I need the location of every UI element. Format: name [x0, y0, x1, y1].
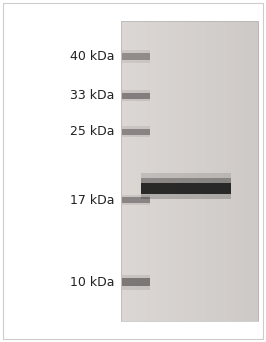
Bar	[155, 21, 158, 321]
Bar	[199, 21, 201, 321]
Text: 10 kDa: 10 kDa	[70, 276, 114, 289]
Bar	[122, 197, 150, 203]
Bar	[122, 203, 150, 205]
Bar	[238, 21, 240, 321]
Bar	[141, 173, 231, 183]
Bar	[208, 21, 211, 321]
Bar	[122, 135, 150, 137]
Bar	[141, 178, 231, 183]
Bar	[201, 21, 204, 321]
Text: 25 kDa: 25 kDa	[70, 125, 114, 138]
Bar	[122, 129, 150, 135]
Bar	[192, 21, 195, 321]
Bar	[183, 21, 185, 321]
Bar	[203, 21, 206, 321]
Bar	[171, 21, 174, 321]
Bar	[121, 21, 258, 321]
Bar	[235, 21, 238, 321]
Bar	[122, 126, 150, 129]
Bar	[151, 21, 153, 321]
Bar	[240, 21, 243, 321]
Bar	[253, 21, 256, 321]
Bar	[122, 275, 150, 278]
Bar	[122, 195, 150, 197]
Bar	[233, 21, 236, 321]
Bar	[247, 21, 250, 321]
Bar	[153, 21, 156, 321]
Bar	[122, 286, 150, 290]
Bar	[135, 21, 138, 321]
Bar	[128, 21, 131, 321]
Bar	[215, 21, 217, 321]
Bar	[141, 183, 231, 194]
Bar	[160, 21, 163, 321]
Bar	[130, 21, 133, 321]
Bar	[122, 50, 150, 53]
Bar	[122, 93, 150, 99]
Bar	[141, 194, 231, 199]
Bar	[122, 60, 150, 63]
Bar	[244, 21, 247, 321]
Bar	[123, 21, 126, 321]
Bar	[187, 21, 190, 321]
Bar	[137, 21, 140, 321]
Bar	[122, 278, 150, 286]
Bar	[249, 21, 252, 321]
Bar	[178, 21, 181, 321]
Bar	[139, 21, 142, 321]
Bar	[185, 21, 188, 321]
Bar	[146, 21, 149, 321]
Bar	[142, 21, 144, 321]
Bar	[222, 21, 224, 321]
Bar	[212, 21, 215, 321]
Bar	[180, 21, 183, 321]
Bar	[126, 21, 128, 321]
Text: 17 kDa: 17 kDa	[70, 194, 114, 207]
Bar	[256, 21, 259, 321]
Bar	[162, 21, 165, 321]
Bar	[242, 21, 245, 321]
Bar	[231, 21, 234, 321]
Bar	[122, 53, 150, 60]
Bar	[251, 21, 254, 321]
Bar	[148, 21, 151, 321]
Bar	[196, 21, 199, 321]
Bar	[122, 99, 150, 101]
Bar	[228, 21, 231, 321]
Bar	[206, 21, 208, 321]
Bar	[224, 21, 227, 321]
Bar	[121, 21, 124, 321]
Bar	[219, 21, 222, 321]
Text: 40 kDa: 40 kDa	[70, 50, 114, 63]
Bar	[164, 21, 167, 321]
Bar	[122, 90, 150, 93]
Bar	[194, 21, 197, 321]
Bar	[173, 21, 176, 321]
Bar	[226, 21, 229, 321]
Bar	[189, 21, 192, 321]
Bar	[169, 21, 172, 321]
Bar	[167, 21, 169, 321]
Bar	[176, 21, 179, 321]
Bar	[132, 21, 135, 321]
Text: 33 kDa: 33 kDa	[70, 89, 114, 102]
Bar	[144, 21, 147, 321]
Bar	[157, 21, 160, 321]
Bar	[217, 21, 220, 321]
Bar	[210, 21, 213, 321]
